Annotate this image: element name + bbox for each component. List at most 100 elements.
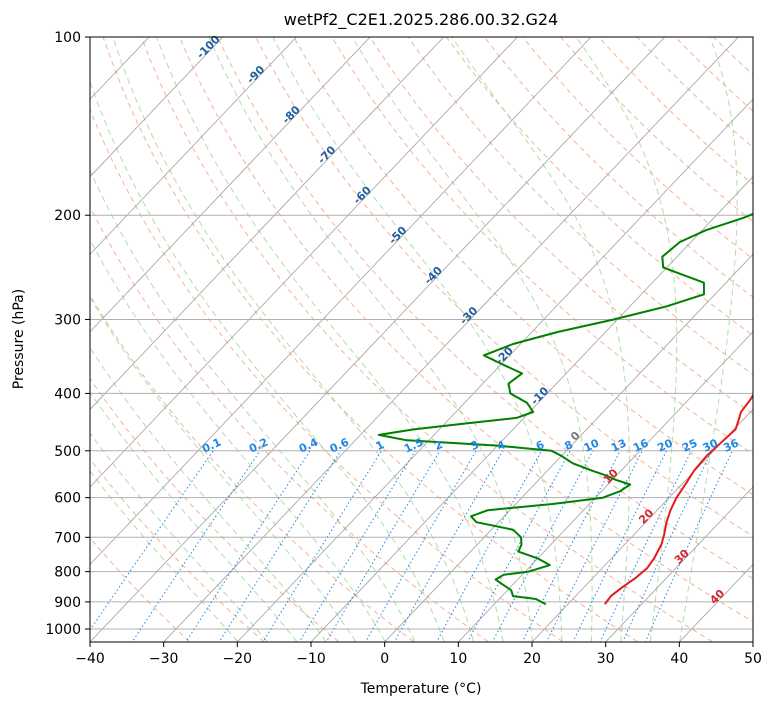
moist-adiabat <box>90 169 416 642</box>
isotherm-line <box>605 486 753 642</box>
dry-adiabat <box>751 37 753 40</box>
moist-adiabat <box>90 80 445 642</box>
dry-adiabat <box>102 37 638 642</box>
x-tick-label: 50 <box>744 651 762 667</box>
mixing-ratio-line <box>491 450 594 642</box>
isotherm-line <box>384 253 753 642</box>
isotherm-line <box>90 37 445 410</box>
isotherm-label: -90 <box>244 63 267 86</box>
isotherm-line <box>310 176 753 642</box>
dry-adiabat <box>90 108 564 642</box>
dry-adiabat <box>90 294 414 642</box>
y-tick-label: 500 <box>54 444 81 460</box>
mixing-ratio-line <box>131 450 261 642</box>
dry-adiabat <box>674 37 753 112</box>
moist-adiabat <box>679 37 738 642</box>
y-axis-label: Pressure (hPa) <box>11 289 27 389</box>
dry-adiabat <box>560 37 753 223</box>
moist-adiabat <box>90 346 327 642</box>
moist-adiabat <box>351 37 593 642</box>
isotherm-label: -70 <box>315 143 338 166</box>
y-tick-label: 1000 <box>45 622 81 638</box>
x-tick-label: −30 <box>149 651 179 667</box>
x-tick-label: −20 <box>223 651 253 667</box>
x-axis-label: Temperature (°C) <box>360 681 482 697</box>
mixing-ratio-line <box>325 450 441 642</box>
mixing-ratio-line <box>364 450 477 642</box>
dry-adiabat <box>255 37 753 537</box>
mixing-ratio-line <box>90 450 214 631</box>
temperature-profile <box>604 393 753 605</box>
x-tick-label: 40 <box>670 651 688 667</box>
y-tick-label: 400 <box>54 386 81 402</box>
mixing-ratio-label: 10 <box>582 436 602 454</box>
moist-adiabat <box>90 391 298 642</box>
mixing-ratio-line <box>572 450 668 642</box>
isotherm-label: -10 <box>528 384 551 407</box>
moist-adiabat <box>451 37 630 642</box>
mixing-ratio-line <box>436 450 543 642</box>
isotherm-label: -20 <box>493 344 516 367</box>
mixing-ratio-label: 13 <box>609 436 628 454</box>
mixing-ratio-label: 36 <box>721 436 741 454</box>
dry-adiabat <box>598 37 753 185</box>
dry-adiabat <box>90 537 190 642</box>
chart-title: wetPf2_C2E1.2025.286.00.32.G24 <box>284 10 558 30</box>
x-tick-label: −10 <box>296 651 326 667</box>
moist-adiabat <box>112 37 474 642</box>
plot-frame <box>89 36 754 643</box>
y-tick-label: 600 <box>54 491 81 507</box>
mixing-ratio-line <box>545 450 643 642</box>
moist-adiabat <box>90 432 268 642</box>
mixing-ratio-line <box>644 450 734 642</box>
axes-layer: −40 −30 −20 −10 0 10 20 30 40 50 100 200 300 400 500 60… <box>45 30 762 667</box>
grid-layer <box>90 37 753 642</box>
mixing-ratio-line <box>185 450 311 642</box>
mixing-ratio-line <box>599 450 692 642</box>
mixing-ratio-label: 25 <box>680 436 699 454</box>
series-layer <box>377 212 753 606</box>
mixing-ratio-label: 20 <box>655 436 675 454</box>
isotherm-line <box>236 98 753 642</box>
isotherm-label: 30 <box>672 547 692 567</box>
isotherm-label: 10 <box>601 466 621 486</box>
isotherm-line <box>457 331 753 642</box>
moist-adiabat <box>272 37 563 642</box>
mixing-ratio-label: 30 <box>701 436 721 454</box>
isotherm-line <box>90 37 666 642</box>
mixing-ratio-line <box>467 450 571 642</box>
isotherm-line <box>90 37 518 488</box>
dry-adiabat <box>90 377 340 642</box>
x-tick-label: 0 <box>380 651 389 667</box>
isotherm-line <box>90 37 371 333</box>
isotherm-label: -50 <box>386 224 409 247</box>
dewpoint-profile <box>377 212 753 606</box>
mixing-ratio-line <box>298 450 416 642</box>
dry-adiabat <box>178 37 753 623</box>
dry-adiabat <box>90 205 489 642</box>
moist-adiabat <box>156 37 504 642</box>
x-tick-label: −40 <box>75 651 105 667</box>
moist-adiabat <box>208 37 533 642</box>
y-tick-label: 100 <box>54 30 81 46</box>
dry-adiabat <box>293 37 753 496</box>
y-tick-label: 300 <box>54 312 81 328</box>
mixing-ratio-label: 0.4 <box>297 435 320 455</box>
mixing-ratio-label: 0.1 <box>200 436 223 456</box>
isotherm-line <box>752 641 753 642</box>
moist-adiabat <box>90 470 239 642</box>
y-tick-label: 700 <box>54 530 81 546</box>
isotherm-label: -80 <box>280 103 303 126</box>
x-tick-label: 20 <box>523 651 541 667</box>
moist-adiabat <box>90 296 357 642</box>
isotherm-line <box>90 37 592 566</box>
mixing-ratio-line <box>262 450 382 642</box>
isotherm-line <box>90 37 297 255</box>
isotherm-label: -60 <box>351 183 374 206</box>
mixing-ratio-label: 1.5 <box>402 436 425 456</box>
moist-adiabat <box>90 238 386 642</box>
isotherm-line <box>163 37 739 642</box>
mixing-ratio-line <box>218 450 342 642</box>
x-tick-label: 30 <box>597 651 615 667</box>
